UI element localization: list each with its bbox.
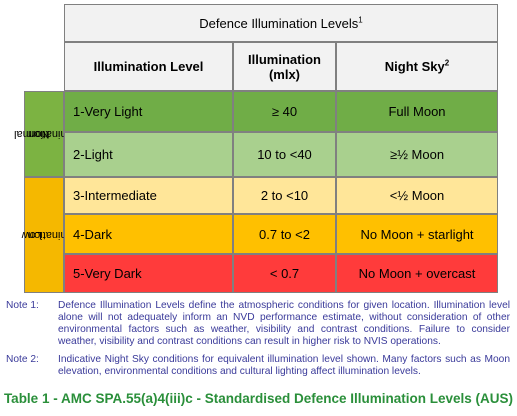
- table-cell: < 0.7: [233, 254, 336, 293]
- group-low-illumination: Low Illumination: [22, 177, 84, 293]
- notes-section: Note 1: Defence Illumination Levels defi…: [6, 300, 510, 386]
- table-row: 4-Dark: [64, 214, 233, 254]
- header-night-sky: Night Sky2: [336, 42, 498, 91]
- table-row: 3-Intermediate: [64, 177, 233, 214]
- table-cell: 2 to <10: [233, 177, 336, 214]
- note-text: Defence Illumination Levels define the a…: [58, 300, 510, 347]
- table-cell: No Moon + starlight: [336, 214, 498, 254]
- table-cell: Full Moon: [336, 91, 498, 132]
- table-cell: ≥ 40: [233, 91, 336, 132]
- table-caption: Table 1 - AMC SPA.55(a)4(iii)c - Standar…: [3, 391, 514, 406]
- header-illumination-mlx: Illumination (mlx): [233, 42, 336, 91]
- table-title: Defence Illumination Levels1: [64, 4, 498, 42]
- table-cell: <½ Moon: [336, 177, 498, 214]
- note-text: Indicative Night Sky conditions for equi…: [58, 354, 510, 377]
- note-label: Note 1:: [6, 300, 39, 311]
- table-cell: ≥½ Moon: [336, 132, 498, 177]
- table-row: 1-Very Light: [64, 91, 233, 132]
- table-row: 2-Light: [64, 132, 233, 177]
- note-1: Note 1: Defence Illumination Levels defi…: [6, 300, 510, 348]
- note-2: Note 2: Indicative Night Sky conditions …: [6, 354, 510, 378]
- table-cell: 0.7 to <2: [233, 214, 336, 254]
- note-label: Note 2:: [6, 354, 39, 365]
- table-row: 5-Very Dark: [64, 254, 233, 293]
- header-illumination-level: Illumination Level: [64, 42, 233, 91]
- table-cell: No Moon + overcast: [336, 254, 498, 293]
- table-cell: 10 to <40: [233, 132, 336, 177]
- group-normal-illumination: Normal Illumination: [14, 91, 84, 177]
